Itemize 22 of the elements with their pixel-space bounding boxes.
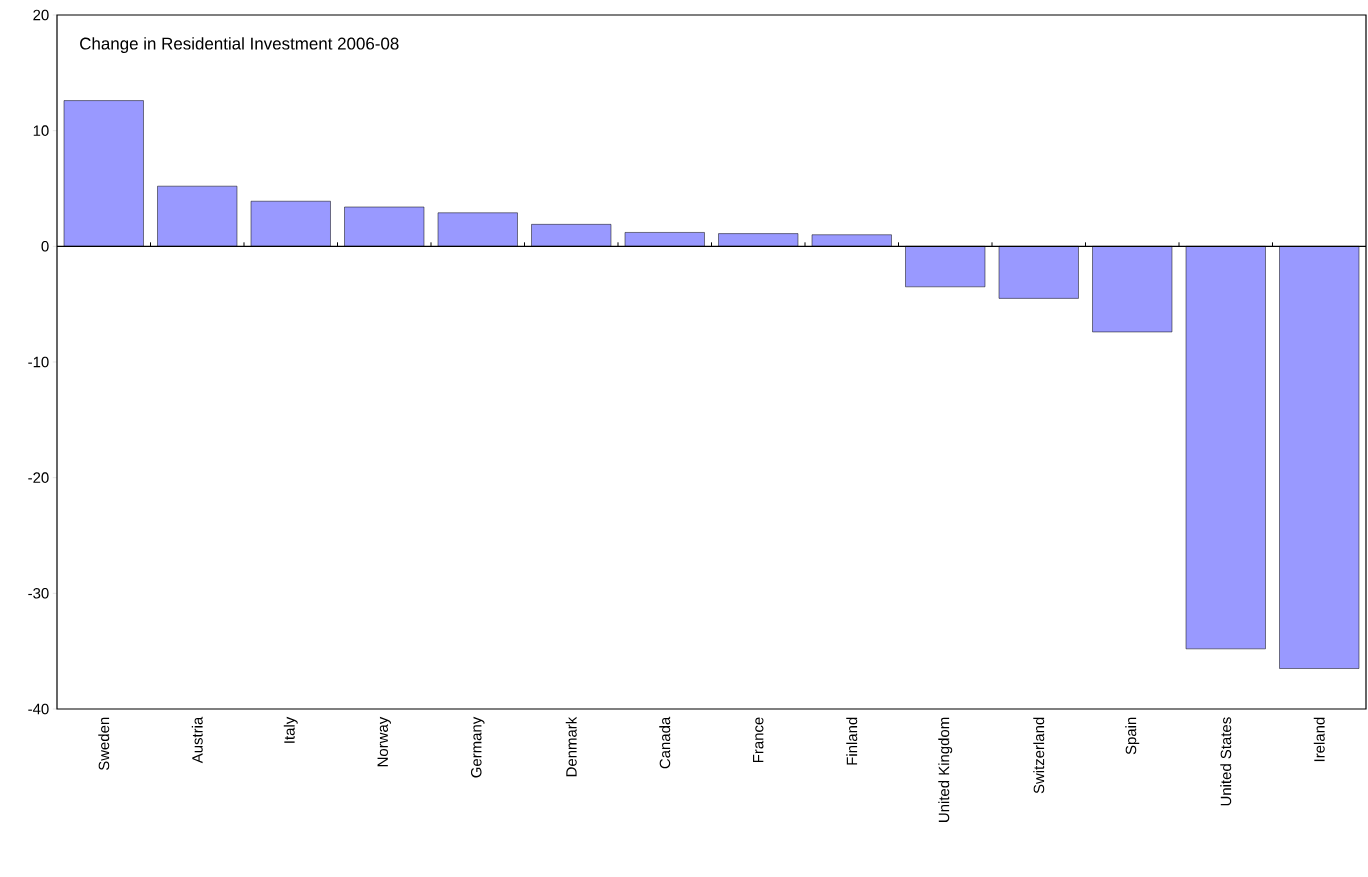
y-tick-label: -30: [28, 588, 49, 599]
text: Change in Residential Investment 2006-08: [80, 37, 399, 53]
y-tick-label: -10: [28, 356, 49, 368]
x-tick-label: Norway: [377, 716, 391, 767]
x-tick-label: Austria: [191, 716, 203, 764]
x-tick-label: United States: [1220, 717, 1232, 806]
x-tick-label: Ireland: [1313, 717, 1325, 762]
x-tick-label: Germany: [470, 716, 485, 778]
y-tick-label: 10: [33, 125, 49, 136]
x-tick-label: Spain: [1125, 717, 1140, 755]
x-tick-label: United Kingdom: [938, 717, 953, 822]
y-tick-label: 20: [33, 9, 49, 21]
x-tick-label: Italy: [283, 716, 298, 743]
x-tick-label: Sweden: [98, 717, 110, 771]
y-tick-label: -40: [28, 703, 49, 715]
x-tick-label: Finland: [846, 717, 858, 765]
x-tick-label: Switzerland: [1033, 717, 1045, 794]
x-tick-label: Denmark: [565, 716, 577, 777]
y-tick-label: 0: [41, 241, 49, 252]
x-tick-label: Canada: [659, 716, 671, 769]
x-tick-label: France: [753, 717, 764, 763]
y-tick-label: -20: [28, 472, 49, 483]
